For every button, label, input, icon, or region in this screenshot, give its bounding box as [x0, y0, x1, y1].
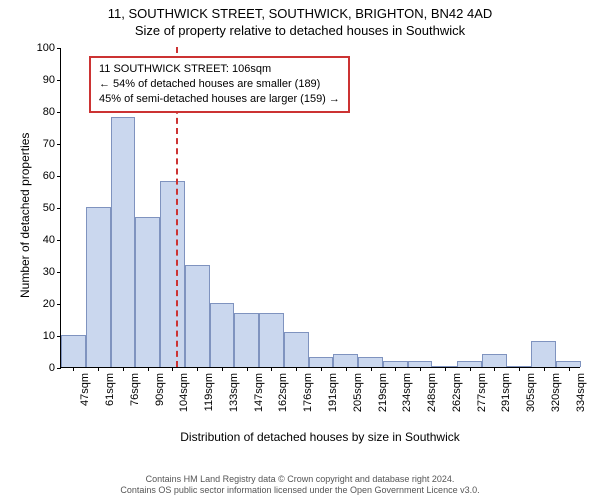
histogram-bar — [185, 265, 210, 367]
x-tick-mark — [73, 367, 74, 371]
x-tick-mark — [271, 367, 272, 371]
x-tick-mark — [222, 367, 223, 371]
y-tick-mark — [57, 272, 61, 273]
x-tick-label: 147sqm — [251, 373, 265, 412]
y-tick-mark — [57, 176, 61, 177]
y-tick-mark — [57, 368, 61, 369]
plot-region: 010203040506070809010047sqm61sqm76sqm90s… — [60, 48, 580, 368]
histogram-bar — [86, 207, 111, 367]
info-box: 11 SOUTHWICK STREET: 106sqm← 54% of deta… — [89, 56, 350, 113]
x-tick-label: 248sqm — [424, 373, 438, 412]
chart-title-block: 11, SOUTHWICK STREET, SOUTHWICK, BRIGHTO… — [0, 0, 600, 38]
x-tick-mark — [395, 367, 396, 371]
x-tick-mark — [197, 367, 198, 371]
histogram-bar — [531, 341, 556, 367]
footer-line-1: Contains HM Land Registry data © Crown c… — [0, 474, 600, 485]
x-tick-label: 47sqm — [77, 373, 91, 406]
info-box-line: ← 54% of detached houses are smaller (18… — [99, 77, 340, 92]
x-tick-label: 76sqm — [127, 373, 141, 406]
x-tick-label: 219sqm — [375, 373, 389, 412]
x-tick-mark — [321, 367, 322, 371]
x-tick-label: 234sqm — [399, 373, 413, 412]
info-box-line: 11 SOUTHWICK STREET: 106sqm — [99, 62, 340, 77]
x-tick-label: 119sqm — [201, 373, 215, 411]
x-tick-label: 334sqm — [573, 373, 587, 412]
histogram-bar — [358, 357, 383, 367]
y-tick-mark — [57, 144, 61, 145]
histogram-bar — [309, 357, 334, 367]
x-tick-mark — [371, 367, 372, 371]
x-tick-label: 262sqm — [449, 373, 463, 412]
x-tick-mark — [98, 367, 99, 371]
x-tick-mark — [296, 367, 297, 371]
histogram-bar — [482, 354, 507, 367]
y-tick-mark — [57, 48, 61, 49]
x-tick-mark — [148, 367, 149, 371]
histogram-bar — [61, 335, 86, 367]
histogram-bar — [160, 181, 185, 367]
footer: Contains HM Land Registry data © Crown c… — [0, 474, 600, 496]
x-tick-label: 305sqm — [523, 373, 537, 412]
x-tick-label: 205sqm — [350, 373, 364, 412]
y-tick-mark — [57, 80, 61, 81]
title-line-1: 11, SOUTHWICK STREET, SOUTHWICK, BRIGHTO… — [0, 6, 600, 21]
histogram-bar — [284, 332, 309, 367]
x-tick-mark — [123, 367, 124, 371]
x-tick-mark — [494, 367, 495, 371]
y-tick-mark — [57, 304, 61, 305]
x-tick-label: 90sqm — [152, 373, 166, 406]
x-tick-label: 291sqm — [498, 373, 512, 412]
y-tick-mark — [57, 208, 61, 209]
histogram-bar — [135, 217, 160, 367]
histogram-bar — [234, 313, 259, 367]
histogram-bar — [333, 354, 358, 367]
x-tick-mark — [346, 367, 347, 371]
x-tick-mark — [445, 367, 446, 371]
x-tick-mark — [420, 367, 421, 371]
histogram-bar — [111, 117, 136, 367]
histogram-bar — [259, 313, 284, 367]
x-axis-label: Distribution of detached houses by size … — [60, 430, 580, 444]
y-tick-mark — [57, 112, 61, 113]
y-tick-mark — [57, 240, 61, 241]
title-line-2: Size of property relative to detached ho… — [0, 23, 600, 38]
y-axis-label: Number of detached properties — [18, 133, 32, 298]
x-tick-label: 61sqm — [102, 373, 116, 406]
x-tick-mark — [569, 367, 570, 371]
x-tick-mark — [172, 367, 173, 371]
x-tick-mark — [544, 367, 545, 371]
x-tick-label: 191sqm — [325, 373, 339, 412]
histogram-bar — [210, 303, 235, 367]
footer-line-2: Contains OS public sector information li… — [0, 485, 600, 496]
x-tick-label: 320sqm — [548, 373, 562, 412]
x-tick-label: 133sqm — [226, 373, 240, 412]
x-tick-mark — [470, 367, 471, 371]
x-tick-label: 162sqm — [275, 373, 289, 412]
x-tick-label: 104sqm — [176, 373, 190, 412]
x-tick-mark — [247, 367, 248, 371]
info-box-line: 45% of semi-detached houses are larger (… — [99, 92, 340, 107]
x-tick-label: 176sqm — [300, 373, 314, 412]
x-tick-label: 277sqm — [474, 373, 488, 412]
x-tick-mark — [519, 367, 520, 371]
